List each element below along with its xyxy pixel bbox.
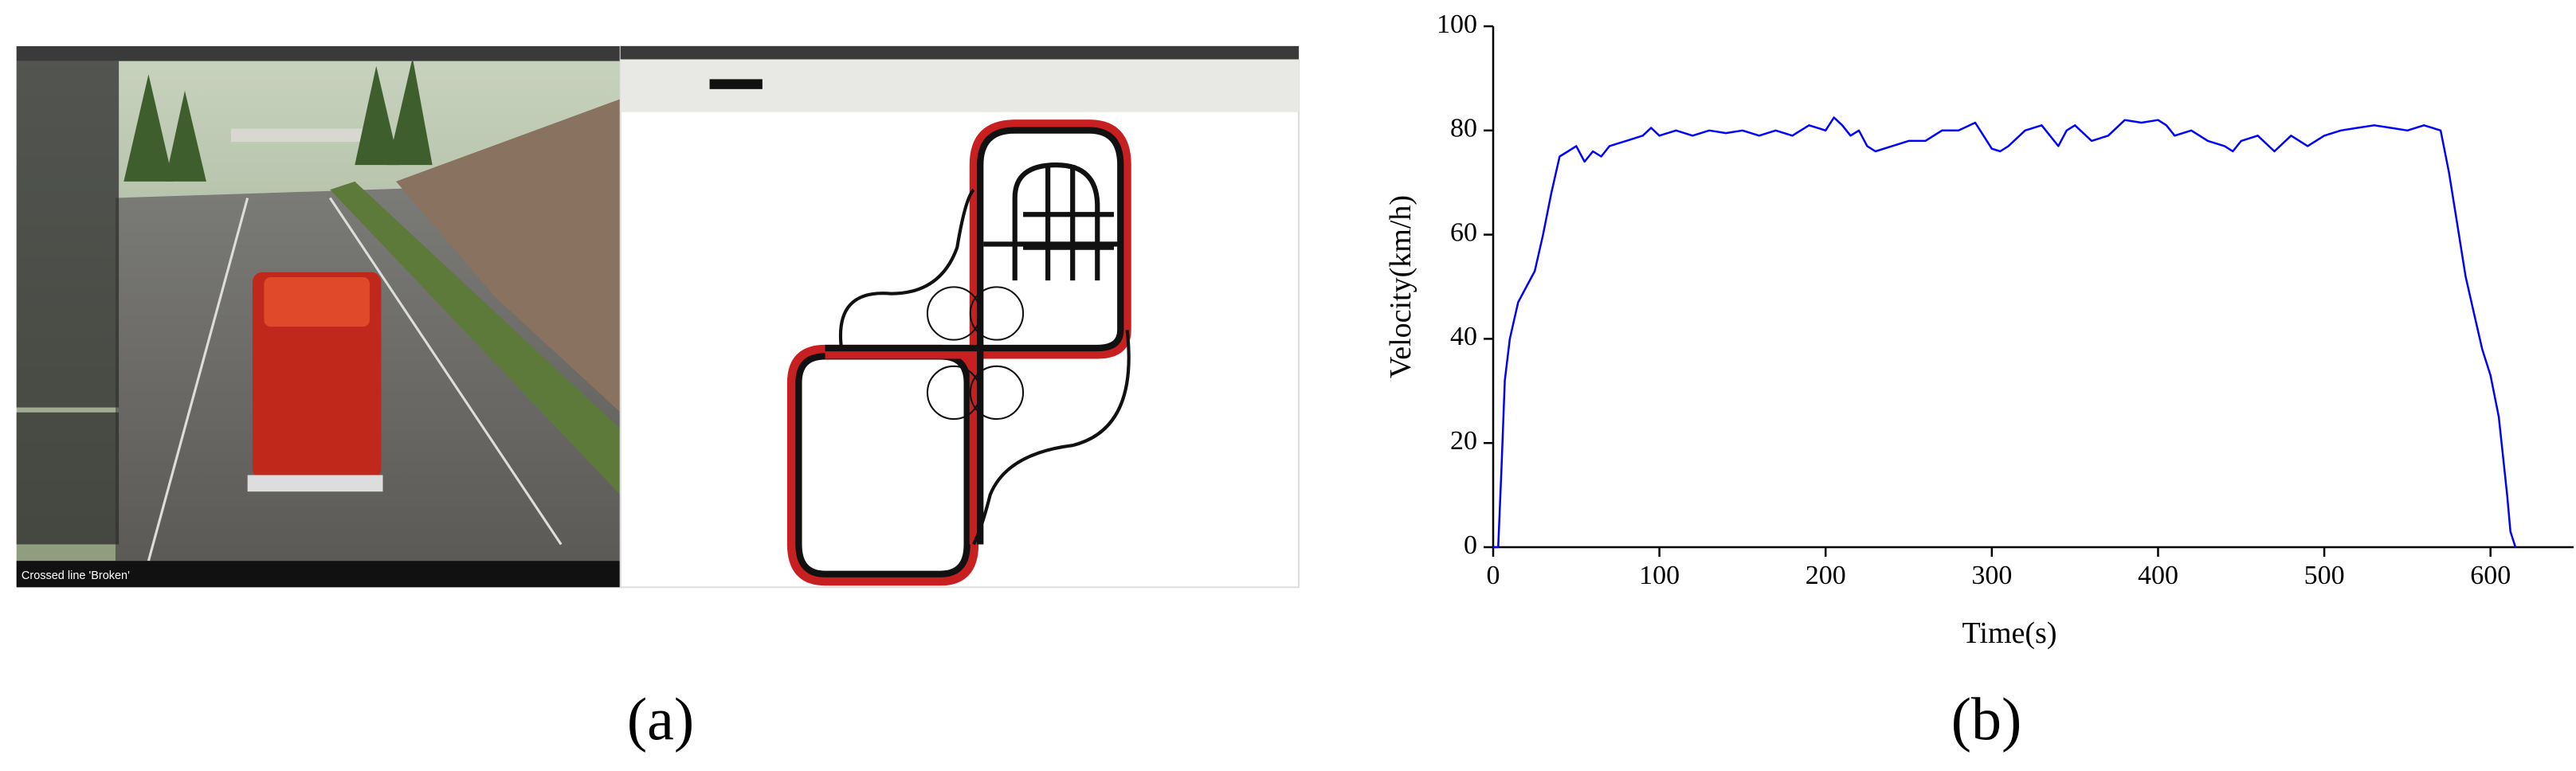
velocity-chart: 0 20 40 60 80 100 0 100 200 300 400 500 600 Time(s) Ve… xyxy=(1384,10,2574,650)
panel-label: (b) xyxy=(1951,686,2022,753)
screenshot-panel: Crossed line 'Broken' xyxy=(16,45,1300,589)
y-tick-label: 60 xyxy=(1450,217,1477,247)
trees xyxy=(124,57,433,182)
y-tick-label: 40 xyxy=(1450,322,1477,351)
grass xyxy=(330,181,621,495)
y-tick-label: 20 xyxy=(1450,426,1477,456)
info-panel xyxy=(16,61,120,408)
bus-bumper xyxy=(247,475,383,492)
x-tick-label: 100 xyxy=(1639,561,1680,590)
x-tick-label: 400 xyxy=(2138,561,2178,590)
x-tick-label: 500 xyxy=(2304,561,2345,590)
toolbar-field xyxy=(709,79,763,89)
window-titlebar xyxy=(620,45,1299,60)
vehicle-list xyxy=(16,412,120,545)
bridge xyxy=(230,128,363,143)
status-text: Crossed line 'Broken' xyxy=(22,569,130,582)
x-tick-label: 0 xyxy=(1487,561,1500,590)
x-tick-label: 300 xyxy=(1971,561,2012,590)
velocity-line xyxy=(1493,116,2517,549)
map-view xyxy=(619,45,1300,589)
rock-cliff xyxy=(396,99,621,413)
y-tick-label: 0 xyxy=(1464,530,1477,560)
y-tick-label: 100 xyxy=(1437,10,1477,39)
panel-label: (a) xyxy=(627,686,694,753)
bus-roof xyxy=(264,276,370,327)
lane-line xyxy=(328,197,563,546)
x-tick-label: 600 xyxy=(2470,561,2511,590)
x-axis-title: Time(s) xyxy=(1962,616,2057,650)
x-tick-label: 200 xyxy=(1806,561,1846,590)
y-axis-title: Velocity(km/h) xyxy=(1384,195,1417,378)
road-network xyxy=(786,119,1131,586)
lane-line xyxy=(147,198,249,562)
y-tick-label: 80 xyxy=(1450,114,1477,143)
window-titlebar xyxy=(16,45,621,61)
status-bar xyxy=(16,561,621,588)
